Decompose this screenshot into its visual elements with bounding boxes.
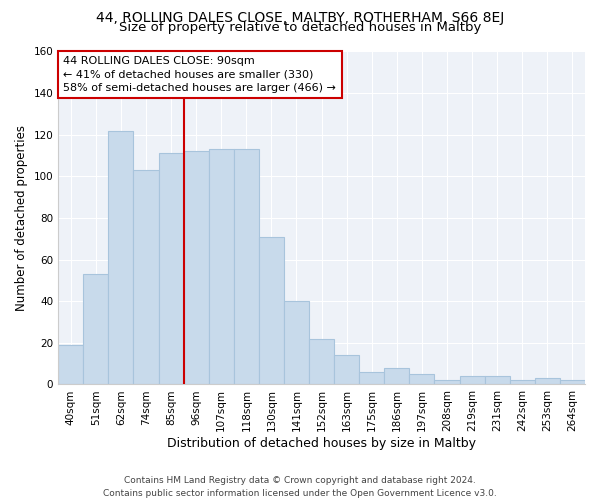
Bar (234, 150, 259, 384)
Bar (133, 170, 158, 384)
Text: 44, ROLLING DALES CLOSE, MALTBY, ROTHERHAM, S66 8EJ: 44, ROLLING DALES CLOSE, MALTBY, ROTHERH… (96, 11, 504, 25)
Bar (385, 368, 409, 384)
Bar (284, 301, 309, 384)
Bar (535, 378, 560, 384)
Bar (58, 345, 83, 385)
Bar (184, 152, 209, 384)
Bar (309, 338, 334, 384)
Bar (485, 376, 510, 384)
Bar (109, 130, 133, 384)
Bar (259, 236, 284, 384)
Text: Size of property relative to detached houses in Maltby: Size of property relative to detached ho… (119, 21, 481, 34)
Bar (434, 380, 460, 384)
Bar (409, 374, 434, 384)
Text: 44 ROLLING DALES CLOSE: 90sqm
← 41% of detached houses are smaller (330)
58% of : 44 ROLLING DALES CLOSE: 90sqm ← 41% of d… (64, 56, 337, 93)
Bar (209, 150, 234, 384)
Bar (560, 380, 585, 384)
Y-axis label: Number of detached properties: Number of detached properties (15, 125, 28, 311)
Bar (359, 372, 385, 384)
Bar (510, 380, 535, 384)
Bar (334, 356, 359, 384)
Bar (158, 154, 184, 384)
X-axis label: Distribution of detached houses by size in Maltby: Distribution of detached houses by size … (167, 437, 476, 450)
Bar (460, 376, 485, 384)
Bar (83, 274, 109, 384)
Text: Contains HM Land Registry data © Crown copyright and database right 2024.
Contai: Contains HM Land Registry data © Crown c… (103, 476, 497, 498)
